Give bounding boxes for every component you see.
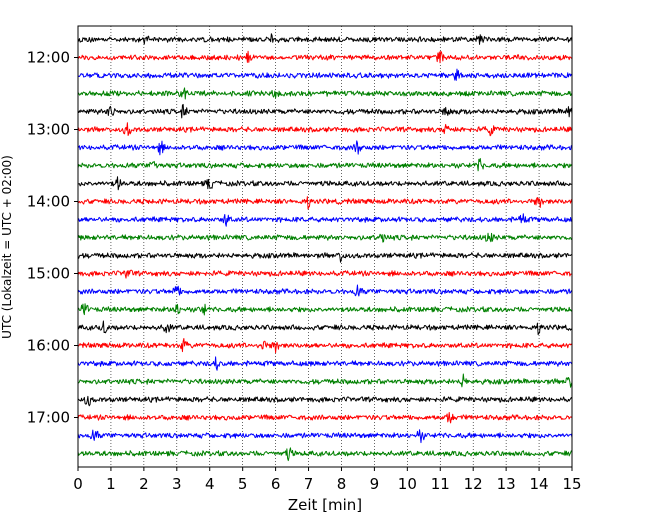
x-tick-label: 14 [530,475,549,493]
trace-1530 [77,303,573,316]
x-tick-label: 13 [497,475,516,493]
trace-1345 [77,176,573,191]
trace-1615 [77,356,573,371]
trace-1145 [77,33,573,45]
trace-1730 [77,447,573,462]
x-tick-label: 2 [139,475,149,493]
trace-1230 [77,87,573,100]
x-tick-layer: 0 1 2 3 4 5 6 7 8 9 10 11 12 13 14 15 [73,467,582,493]
y-tick-label: 15:00 [27,265,70,283]
trace-1330 [77,157,573,172]
x-tick-label: 7 [304,475,314,493]
trace-1630 [77,373,573,388]
trace-1415 [77,213,573,227]
x-tick-label: 4 [205,475,215,493]
y-tick-label: 16:00 [27,337,70,355]
x-tick-label: 11 [431,475,450,493]
trace-1200 [77,50,573,64]
y-tick-layer: 12:00 13:00 14:00 15:00 16:00 17:00 [27,49,78,427]
trace-1215 [77,68,573,81]
trace-1400 [77,196,573,210]
trace-1430 [77,232,573,243]
x-tick-label: 10 [398,475,417,493]
trace-1715 [77,429,573,444]
y-tick-label: 14:00 [27,193,70,211]
x-axis-label: Zeit [min] [288,496,362,514]
y-axis-label: UTC (Lokalzeit = UTC + 02:00) [0,155,14,339]
x-tick-label: 6 [271,475,281,493]
trace-layer [77,33,573,462]
y-tick-label: 12:00 [27,49,70,67]
x-tick-label: 9 [370,475,380,493]
trace-1245 [77,103,573,119]
x-tick-label: 3 [172,475,182,493]
trace-1445 [77,252,573,263]
x-tick-label: 8 [337,475,347,493]
y-tick-label: 13:00 [27,121,70,139]
x-tick-label: 5 [238,475,248,493]
x-tick-label: 12 [464,475,483,493]
trace-1545 [77,320,573,336]
trace-1515 [77,284,573,297]
x-tick-label: 15 [562,475,581,493]
y-tick-label: 17:00 [27,409,70,427]
trace-1645 [77,395,573,407]
trace-1300 [77,122,573,137]
trace-1315 [77,140,573,156]
x-tick-label: 0 [73,475,83,493]
trace-1500 [77,269,573,279]
trace-1700 [77,412,573,424]
plot-frame [77,25,573,468]
x-tick-label: 1 [106,475,116,493]
trace-1600 [77,338,573,354]
